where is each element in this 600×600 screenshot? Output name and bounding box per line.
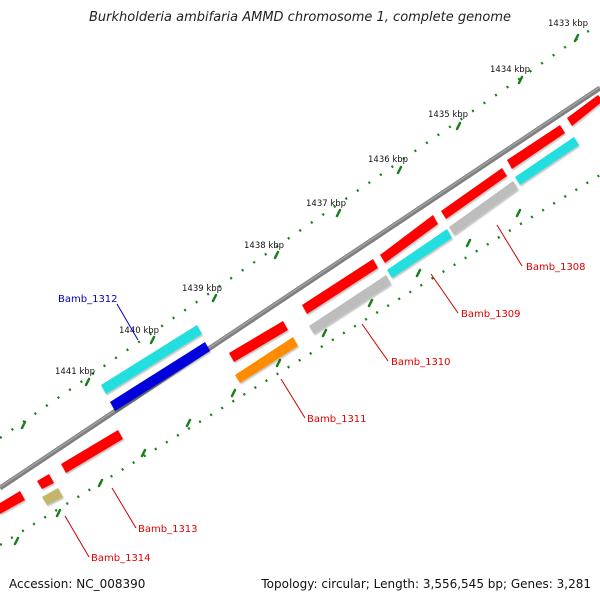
tick-marks <box>13 33 580 546</box>
gene-label[interactable]: Bamb_1312 <box>58 294 118 305</box>
gene-block[interactable] <box>302 259 378 314</box>
tick-label: 1437 kbp <box>306 199 346 209</box>
gene-block[interactable] <box>0 491 25 514</box>
gene-block[interactable] <box>567 95 600 126</box>
gene-label[interactable]: Bamb_1309 <box>461 309 521 320</box>
gene-blocks-inner <box>42 137 579 505</box>
gene-block[interactable] <box>61 430 123 473</box>
gene-blocks-outer <box>0 95 600 514</box>
topology-summary: Topology: circular; Length: 3,556,545 bp… <box>261 577 591 591</box>
tick-label: 1434 kbp <box>490 65 530 75</box>
tick-label: 1441 kbp <box>55 367 95 377</box>
gene-label[interactable]: Bamb_1310 <box>391 357 451 368</box>
gene-block[interactable] <box>101 325 202 394</box>
tick-label: 1433 kbp <box>548 19 588 29</box>
gene-block[interactable] <box>37 474 54 489</box>
tick-label: 1439 kbp <box>182 284 222 294</box>
gene-block[interactable] <box>309 275 391 334</box>
gene-block[interactable] <box>380 215 438 263</box>
map-title: Burkholderia ambifaria AMMD chromosome 1… <box>88 10 512 25</box>
gene-label[interactable]: Bamb_1313 <box>138 524 198 535</box>
leader-lines <box>64 224 523 558</box>
gene-block[interactable] <box>110 342 210 411</box>
tick-label: 1438 kbp <box>244 241 284 251</box>
gene-block[interactable] <box>441 168 507 219</box>
gene-label[interactable]: Bamb_1311 <box>307 414 367 425</box>
gene-block[interactable] <box>387 229 452 278</box>
gene-block[interactable] <box>449 181 518 235</box>
gene-block[interactable] <box>229 321 288 362</box>
tick-label: 1435 kbp <box>428 110 468 120</box>
tick-label: 1440 kbp <box>119 326 159 336</box>
backbone-line <box>0 85 600 491</box>
tick-label: 1436 kbp <box>368 155 408 165</box>
gene-block[interactable] <box>515 137 579 185</box>
gene-block[interactable] <box>235 337 298 383</box>
gene-block[interactable] <box>42 488 63 505</box>
accession-text: Accession: NC_008390 <box>9 577 146 591</box>
gene-block[interactable] <box>507 125 565 169</box>
gene-label[interactable]: Bamb_1314 <box>91 553 151 564</box>
gene-label[interactable]: Bamb_1308 <box>526 262 586 273</box>
